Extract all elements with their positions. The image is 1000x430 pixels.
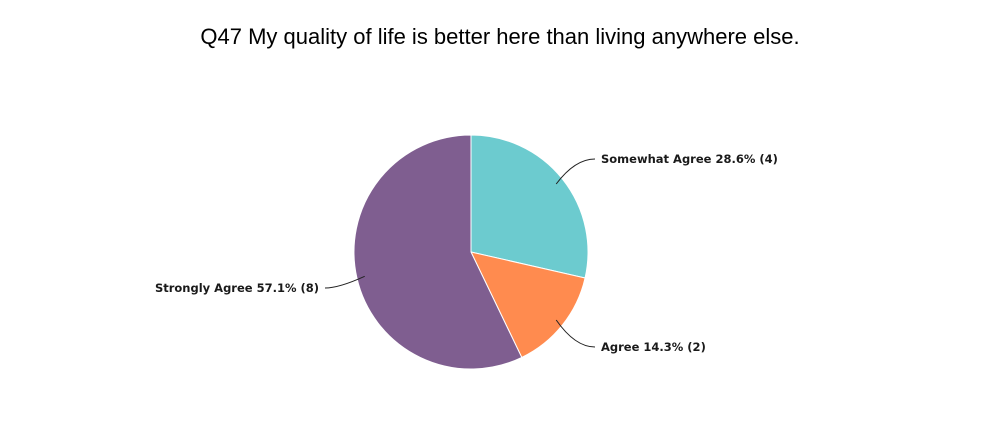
- slice-label: Strongly Agree 57.1% (8): [155, 281, 319, 295]
- chart-title: Q47 My quality of life is better here th…: [200, 24, 800, 49]
- slice-label: Somewhat Agree 28.6% (4): [601, 152, 778, 166]
- pie-slice-somewhat-agree: [470, 134, 589, 279]
- leader-line: [555, 319, 596, 348]
- pie-slice-strongly-agree: [353, 134, 523, 370]
- leader-line: [555, 158, 596, 185]
- slice-label: Agree 14.3% (2): [601, 340, 706, 354]
- pie-slice-agree: [470, 251, 586, 359]
- leader-line: [324, 275, 365, 289]
